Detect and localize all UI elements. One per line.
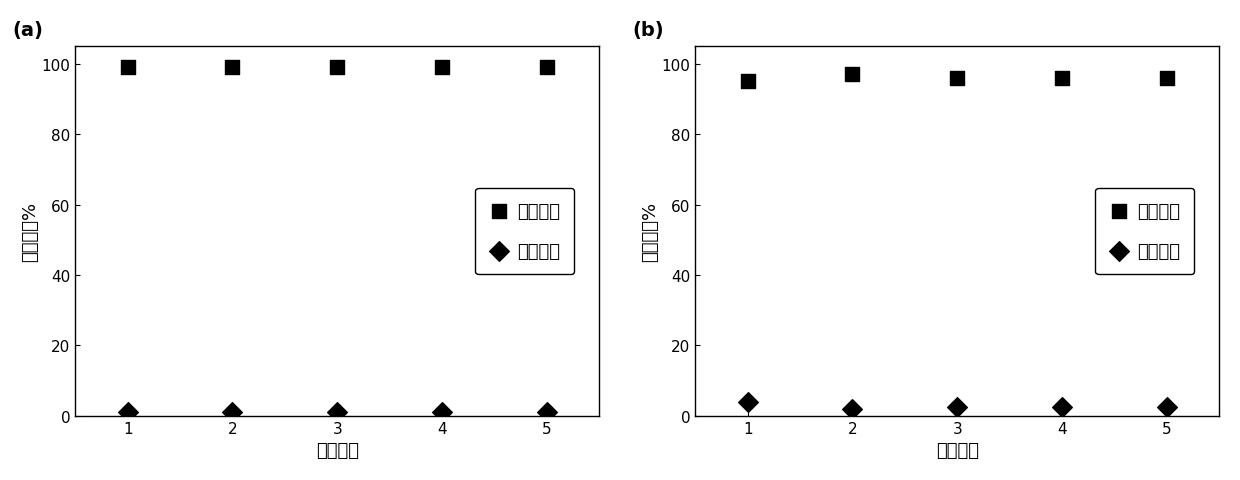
- Legend: 对氯甲苯, 邻氯甲苯: 对氯甲苯, 邻氯甲苯: [475, 188, 574, 275]
- 邻氯甲苯: [1157, 403, 1177, 411]
- 邻氯甲苯: [842, 405, 862, 413]
- 邻氯甲苯: [947, 403, 967, 411]
- 邻氯甲苯: [1052, 403, 1071, 411]
- Y-axis label: 百分含量%: 百分含量%: [641, 202, 658, 262]
- 对氯甲苯: [537, 64, 557, 72]
- 对氯甲苯: [842, 72, 862, 79]
- 对氯甲苯: [327, 64, 347, 72]
- 邻氯甲苯: [222, 408, 242, 416]
- 邻氯甲苯: [118, 408, 138, 416]
- 邻氯甲苯: [738, 398, 758, 406]
- 对氯甲苯: [1157, 75, 1177, 83]
- 对氯甲苯: [738, 78, 758, 86]
- 邻氯甲苯: [432, 408, 451, 416]
- Legend: 对氯甲苯, 邻氯甲苯: 对氯甲苯, 邻氯甲苯: [1095, 188, 1194, 275]
- 对氯甲苯: [118, 64, 138, 72]
- Text: (b): (b): [632, 21, 665, 40]
- 邻氯甲苯: [537, 408, 557, 416]
- 邻氯甲苯: [327, 408, 347, 416]
- X-axis label: 循环次数: 循环次数: [316, 441, 358, 459]
- 对氯甲苯: [947, 75, 967, 83]
- 对氯甲苯: [432, 64, 451, 72]
- X-axis label: 循环次数: 循环次数: [936, 441, 978, 459]
- 对氯甲苯: [222, 64, 242, 72]
- Y-axis label: 百分含量%: 百分含量%: [21, 202, 38, 262]
- Text: (a): (a): [12, 21, 43, 40]
- 对氯甲苯: [1052, 75, 1071, 83]
